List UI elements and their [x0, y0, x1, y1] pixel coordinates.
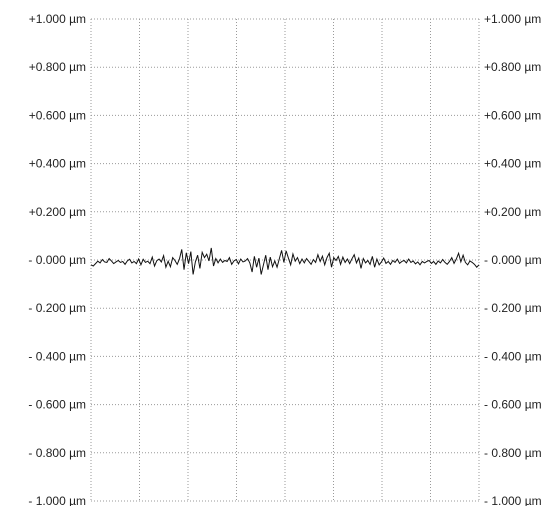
- tick-labels: +1.000 µm +1.000 µm +0.800 µm +0.800 µm +0.6…: [28, 12, 542, 508]
- y-tick-label-right: - 0.400 µm: [484, 349, 542, 363]
- y-tick-label-right: +0.600 µm: [484, 108, 541, 122]
- y-tick-label-left: - 0.000 µm: [28, 253, 86, 267]
- y-tick-label-left: - 0.800 µm: [28, 446, 86, 460]
- y-tick-label-left: - 0.600 µm: [28, 398, 86, 412]
- y-tick-label-right: - 0.600 µm: [484, 398, 542, 412]
- y-tick-label-right: - 1.000 µm: [484, 494, 542, 506]
- y-tick-label-left: +1.000 µm: [29, 12, 86, 26]
- y-tick-label-right: - 0.800 µm: [484, 446, 542, 460]
- y-tick-label-left: +0.400 µm: [29, 157, 86, 171]
- y-tick-label-right: - 0.200 µm: [484, 301, 542, 315]
- y-tick-label-left: +0.600 µm: [29, 108, 86, 122]
- y-tick-label-right: - 0.000 µm: [484, 253, 542, 267]
- y-tick-label-right: +0.800 µm: [484, 60, 541, 74]
- y-tick-label-left: - 1.000 µm: [28, 494, 86, 506]
- y-tick-label-left: +0.800 µm: [29, 60, 86, 74]
- y-tick-label-left: - 0.200 µm: [28, 301, 86, 315]
- series: [90, 247, 480, 275]
- y-tick-label-left: +0.200 µm: [29, 205, 86, 219]
- y-tick-label-left: - 0.400 µm: [28, 349, 86, 363]
- y-tick-label-right: +0.200 µm: [484, 205, 541, 219]
- series-line-0: [90, 247, 480, 275]
- y-tick-label-right: +0.400 µm: [484, 157, 541, 171]
- y-tick-label-right: +1.000 µm: [484, 12, 541, 26]
